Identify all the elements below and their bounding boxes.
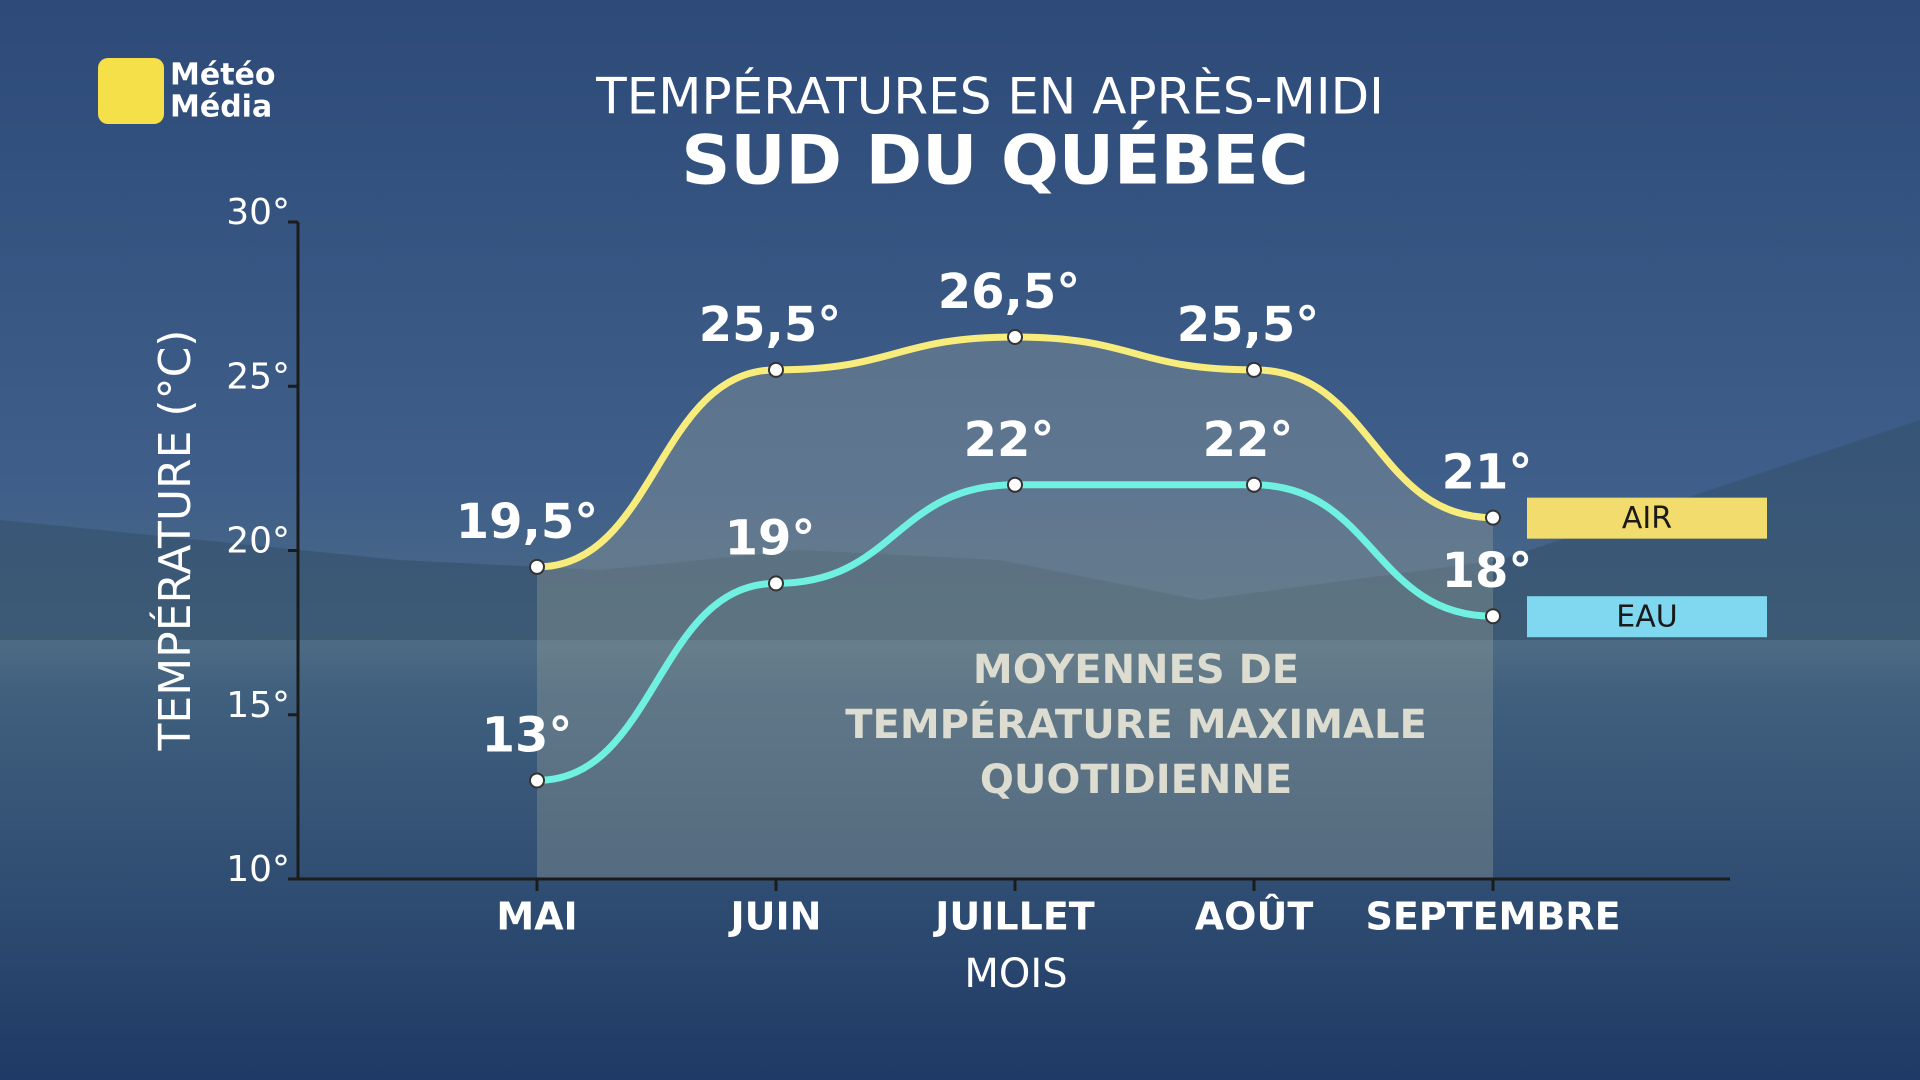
y-axis-label: TEMPÉRATURE (°C) bbox=[148, 330, 201, 752]
data-label: 19,5° bbox=[456, 494, 598, 550]
x-tick-label: JUILLET bbox=[932, 895, 1095, 939]
data-label: 26,5° bbox=[938, 264, 1080, 320]
data-label: 21° bbox=[1442, 445, 1533, 501]
data-label: 18° bbox=[1442, 543, 1533, 599]
x-tick-label: JUIN bbox=[728, 895, 822, 939]
legend-label: AIR bbox=[1622, 501, 1672, 536]
chart-subtitle: SUD DU QUÉBEC bbox=[681, 121, 1308, 201]
logo-icon bbox=[98, 58, 164, 124]
y-tick-label: 20° bbox=[226, 521, 290, 562]
annotation: TEMPÉRATURE MAXIMALE bbox=[845, 700, 1427, 748]
y-tick-label: 30° bbox=[226, 192, 290, 233]
data-label: 22° bbox=[1203, 412, 1294, 468]
annotation: QUOTIDIENNE bbox=[980, 757, 1292, 803]
area-shade bbox=[537, 336, 1493, 880]
annotation: MOYENNES DE bbox=[973, 647, 1299, 693]
legend-swatch bbox=[1527, 497, 1767, 539]
data-label: 25,5° bbox=[1177, 297, 1319, 353]
data-point bbox=[1246, 361, 1262, 378]
data-point bbox=[529, 772, 545, 789]
data-label: 22° bbox=[964, 412, 1055, 468]
data-label: 19° bbox=[725, 510, 816, 566]
legend-swatch bbox=[1527, 596, 1767, 638]
data-point bbox=[1246, 476, 1262, 493]
y-tick-label: 15° bbox=[226, 685, 290, 726]
data-point bbox=[768, 361, 784, 378]
data-point bbox=[1007, 328, 1023, 345]
x-tick-label: MAI bbox=[496, 895, 577, 939]
data-point bbox=[1485, 509, 1501, 526]
y-tick-label: 25° bbox=[226, 356, 290, 397]
hills bbox=[0, 420, 1920, 640]
data-point bbox=[768, 575, 784, 592]
data-point bbox=[1485, 608, 1501, 625]
x-tick-label: SEPTEMBRE bbox=[1365, 895, 1620, 939]
y-tick-label: 10° bbox=[226, 849, 290, 890]
data-label: 25,5° bbox=[699, 297, 841, 353]
data-label: 13° bbox=[482, 707, 573, 763]
legend-label: EAU bbox=[1616, 600, 1677, 635]
data-point bbox=[1007, 476, 1023, 493]
x-tick-label: AOÛT bbox=[1195, 895, 1314, 939]
data-point bbox=[529, 558, 545, 575]
series-line bbox=[536, 481, 1494, 784]
logo-text: Météo bbox=[170, 58, 276, 93]
logo-text: Média bbox=[170, 90, 272, 125]
chart-title: TEMPÉRATURES EN APRÈS-MIDI bbox=[595, 67, 1384, 126]
x-axis-label: MOIS bbox=[964, 951, 1067, 997]
